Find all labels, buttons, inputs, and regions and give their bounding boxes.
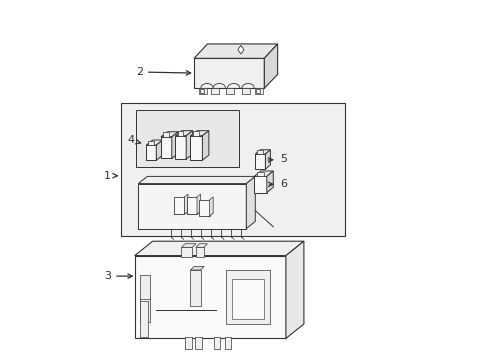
Text: 3: 3	[104, 271, 132, 281]
Text: 4: 4	[127, 135, 141, 145]
Polygon shape	[156, 140, 163, 160]
Polygon shape	[186, 211, 200, 214]
Polygon shape	[256, 172, 263, 176]
Bar	[199, 88, 207, 94]
Polygon shape	[161, 137, 171, 158]
Bar	[185, 337, 191, 349]
Bar	[255, 88, 263, 94]
Polygon shape	[134, 241, 303, 256]
Polygon shape	[171, 132, 178, 158]
Polygon shape	[246, 176, 255, 229]
Polygon shape	[266, 171, 273, 193]
Polygon shape	[264, 44, 277, 88]
Polygon shape	[174, 211, 187, 214]
Polygon shape	[265, 150, 270, 169]
Bar	[186, 197, 197, 214]
Bar	[199, 200, 209, 216]
Polygon shape	[202, 131, 208, 160]
Polygon shape	[177, 131, 183, 136]
Polygon shape	[196, 244, 207, 247]
Bar	[226, 88, 234, 94]
Circle shape	[249, 310, 257, 317]
Bar	[256, 89, 260, 93]
Polygon shape	[254, 176, 266, 193]
Bar	[140, 275, 150, 322]
Polygon shape	[237, 45, 244, 54]
Bar	[226, 270, 269, 324]
Polygon shape	[175, 136, 186, 159]
Bar	[138, 184, 246, 229]
Bar	[190, 270, 200, 306]
Polygon shape	[163, 132, 169, 137]
Polygon shape	[138, 176, 255, 184]
Bar	[121, 103, 344, 236]
Bar	[140, 301, 148, 337]
Bar	[195, 337, 201, 349]
Bar	[200, 89, 204, 93]
Text: 1: 1	[104, 171, 117, 181]
Polygon shape	[190, 266, 204, 270]
Circle shape	[149, 196, 162, 209]
Polygon shape	[194, 58, 264, 88]
Bar	[213, 337, 220, 349]
Bar	[224, 337, 231, 349]
Polygon shape	[192, 131, 199, 136]
Bar	[134, 256, 285, 338]
Ellipse shape	[159, 295, 174, 317]
Polygon shape	[255, 154, 265, 169]
Polygon shape	[209, 197, 213, 216]
Polygon shape	[197, 194, 200, 214]
Bar	[136, 110, 239, 167]
Polygon shape	[254, 171, 273, 176]
Polygon shape	[175, 131, 192, 136]
Text: 5: 5	[267, 154, 286, 164]
Polygon shape	[146, 140, 163, 145]
Polygon shape	[255, 150, 270, 154]
Polygon shape	[161, 132, 178, 137]
Bar	[196, 247, 203, 257]
Polygon shape	[146, 145, 156, 160]
Polygon shape	[285, 241, 303, 338]
Text: 2: 2	[136, 67, 190, 77]
Bar	[181, 247, 192, 257]
Polygon shape	[148, 141, 153, 145]
Circle shape	[151, 307, 158, 314]
Polygon shape	[190, 131, 208, 136]
Polygon shape	[257, 150, 263, 154]
Polygon shape	[190, 136, 202, 160]
Polygon shape	[184, 194, 187, 214]
Circle shape	[163, 314, 171, 323]
Bar	[241, 88, 249, 94]
Bar	[174, 197, 184, 214]
Text: 6: 6	[268, 179, 286, 189]
Polygon shape	[181, 244, 196, 247]
Polygon shape	[199, 213, 213, 216]
Polygon shape	[194, 44, 277, 58]
Bar	[231, 279, 264, 319]
Bar	[211, 88, 219, 94]
Circle shape	[252, 208, 258, 213]
Polygon shape	[186, 131, 192, 159]
Circle shape	[143, 191, 167, 215]
